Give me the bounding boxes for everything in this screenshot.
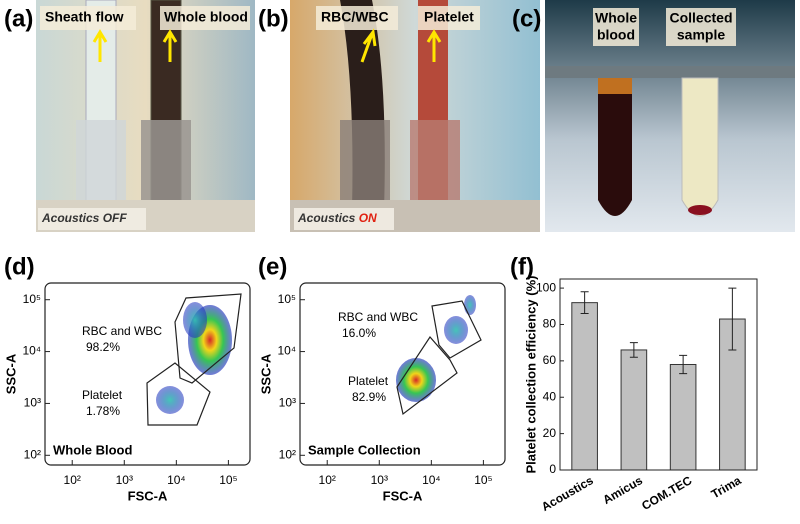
x-tick-label: 10⁵: [474, 473, 492, 487]
error-bar: [728, 287, 737, 351]
photo-tag: Sheath flow: [45, 9, 124, 25]
plot-frame: [299, 282, 506, 466]
plot-title: Sample Collection: [308, 442, 421, 457]
x-tick-label: 10²: [319, 473, 336, 487]
y-tick-label: 60: [543, 353, 557, 367]
caption-prefix: Acoustics: [41, 211, 100, 225]
gate: [396, 336, 458, 416]
photo-tag: Collected: [669, 10, 732, 26]
density-blob: [156, 386, 184, 414]
y-tick-label: 10⁵: [278, 292, 296, 306]
photo-tag: Platelet: [424, 9, 474, 25]
plot-frame: [559, 278, 758, 471]
bar: [620, 349, 648, 471]
density-blob: [396, 358, 436, 402]
x-tick-label: 10³: [116, 473, 133, 487]
y-tick-label: 10²: [279, 447, 296, 461]
density-blob: [444, 316, 468, 344]
gate-percent: 1.78%: [86, 404, 120, 418]
photo-tag: blood: [597, 27, 635, 43]
y-tick-label: 10³: [279, 396, 296, 410]
photo-tag: Whole blood: [164, 9, 248, 25]
x-tick-label: 10⁴: [422, 473, 441, 487]
gate-name: RBC and WBC: [82, 324, 162, 338]
caption-state: ON: [359, 211, 377, 225]
photo-tag: RBC/WBC: [321, 9, 389, 25]
gate-name: Platelet: [82, 388, 123, 402]
y-tick-label: 10²: [24, 447, 41, 461]
caption-prefix: Acoustics: [297, 211, 356, 225]
x-tick-label: 10⁵: [219, 473, 237, 487]
y-tick-label: 10⁴: [277, 344, 296, 358]
photo-tag: Whole: [595, 10, 637, 26]
x-tick-label: 10³: [371, 473, 388, 487]
error-bar: [629, 342, 638, 358]
y-tick-label: 10⁵: [23, 292, 41, 306]
x-tick-label: 10⁴: [167, 473, 186, 487]
gate: [146, 362, 211, 426]
panel-label: (a): [4, 5, 33, 32]
photo-b: [290, 0, 540, 232]
caption: Acoustics OFF: [41, 211, 127, 225]
x-axis-label: FSC-A: [128, 488, 168, 503]
gate-percent: 82.9%: [352, 390, 386, 404]
y-tick-label: 20: [543, 426, 557, 440]
photo-tag: sample: [677, 27, 725, 43]
y-tick-label: 0: [549, 462, 556, 476]
density-blob: [464, 295, 476, 315]
density-blob: [183, 302, 207, 338]
gate: [174, 293, 242, 384]
plot-frame: [44, 282, 251, 466]
photo-c: [545, 0, 795, 232]
panel-label: (c): [512, 5, 541, 32]
panel-label: (e): [258, 253, 287, 280]
y-tick-label: 40: [543, 389, 557, 403]
error-bar: [679, 354, 688, 375]
y-axis-label: Platelet collection efficiency (%): [523, 276, 538, 474]
gate: [431, 300, 482, 359]
caption: Acoustics ON: [297, 211, 377, 225]
caption-state: OFF: [103, 211, 128, 225]
panel-label: (f): [510, 253, 534, 280]
x-tick-label: 10²: [64, 473, 81, 487]
gate-percent: 16.0%: [342, 326, 376, 340]
y-tick-label: 100: [536, 280, 556, 294]
error-bar: [580, 291, 589, 315]
x-tick-label: Amicus: [600, 473, 645, 507]
y-tick-label: 80: [543, 317, 557, 331]
y-tick-label: 10⁴: [22, 344, 41, 358]
gate-name: Platelet: [348, 374, 389, 388]
gate-percent: 98.2%: [86, 340, 120, 354]
plot-title: Whole Blood: [53, 442, 132, 457]
gate-name: RBC and WBC: [338, 310, 418, 324]
x-tick-label: COM.TEC: [639, 473, 694, 513]
bar: [669, 363, 697, 471]
panel-label: (d): [4, 253, 35, 280]
x-tick-label: Acoustics: [539, 473, 596, 514]
y-axis-label: SSC-A: [3, 353, 18, 394]
y-axis-label: SSC-A: [258, 353, 273, 394]
x-axis-label: FSC-A: [383, 488, 423, 503]
photo-a: [36, 0, 255, 232]
x-tick-label: Trima: [709, 473, 744, 501]
panel-label: (b): [258, 5, 289, 32]
bar: [571, 302, 598, 471]
y-tick-label: 10³: [24, 396, 41, 410]
